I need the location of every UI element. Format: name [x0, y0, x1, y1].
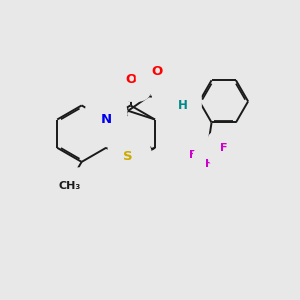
- Text: N: N: [168, 93, 179, 106]
- Text: S: S: [123, 150, 133, 163]
- Text: F: F: [220, 143, 228, 153]
- Text: O: O: [125, 73, 136, 86]
- Text: O: O: [152, 65, 163, 78]
- Text: CH₃: CH₃: [58, 181, 81, 191]
- Text: N: N: [100, 113, 112, 126]
- Text: N: N: [125, 155, 136, 168]
- Text: F: F: [189, 150, 197, 160]
- Text: F: F: [206, 159, 213, 169]
- Text: H: H: [178, 99, 188, 112]
